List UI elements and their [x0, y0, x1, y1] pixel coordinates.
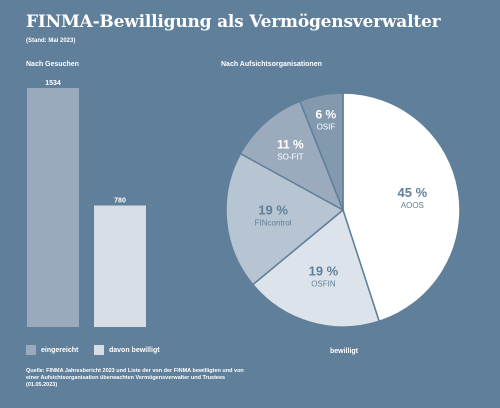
pie-name-label-2: FINcontrol	[255, 219, 292, 228]
pie-name-label-1: OSFIN	[311, 279, 336, 288]
pie-name-label-4: OSIF	[317, 122, 336, 131]
page-title: FINMA-Bewilligung als Vermögensverwalter	[26, 12, 441, 32]
legend-swatch-eingereicht	[26, 345, 36, 355]
legend-label-eingereicht: eingereicht	[41, 346, 79, 354]
pie-legend-label: bewilligt	[330, 348, 358, 355]
legend-swatch-bewilligt	[94, 345, 104, 355]
source-note: Quelle: FINMA Jahresbericht 2023 und Lis…	[26, 368, 244, 388]
page-subtitle: (Stand: Mai 2023)	[26, 38, 76, 44]
legend-label-bewilligt: davon bewilligt	[109, 346, 160, 354]
pie-slice-osif	[298, 92, 344, 211]
pie-percent-label-4: 6 %	[316, 107, 337, 121]
bar-value-label-0: 1534	[45, 80, 61, 87]
pie-slice-osfin	[251, 208, 381, 328]
pie-percent-label-2: 19 %	[258, 203, 288, 218]
pie-percent-label-3: 11 %	[277, 137, 304, 151]
legend-bewilligt: davon bewilligt	[94, 345, 160, 355]
pie-slice-fincontrol	[225, 152, 345, 286]
legend-eingereicht: eingereicht	[26, 345, 78, 355]
bar-value-label-1: 780	[114, 197, 126, 204]
pie-percent-label-0: 45 %	[398, 185, 428, 200]
pie-name-label-3: SO-FIT	[277, 152, 303, 161]
pie-percent-label-1: 19 %	[309, 263, 339, 278]
bar-chart-title: Nach Gesuchen	[26, 61, 79, 68]
pie-chart-title: Nach Aufsichtsorganisationen	[221, 61, 322, 68]
pie-slice-sofit	[239, 100, 345, 212]
pie-name-label-0: AOOS	[401, 201, 424, 210]
pie-slice-aoos	[342, 92, 461, 323]
bar-0	[27, 88, 79, 327]
bar-1	[94, 205, 146, 327]
